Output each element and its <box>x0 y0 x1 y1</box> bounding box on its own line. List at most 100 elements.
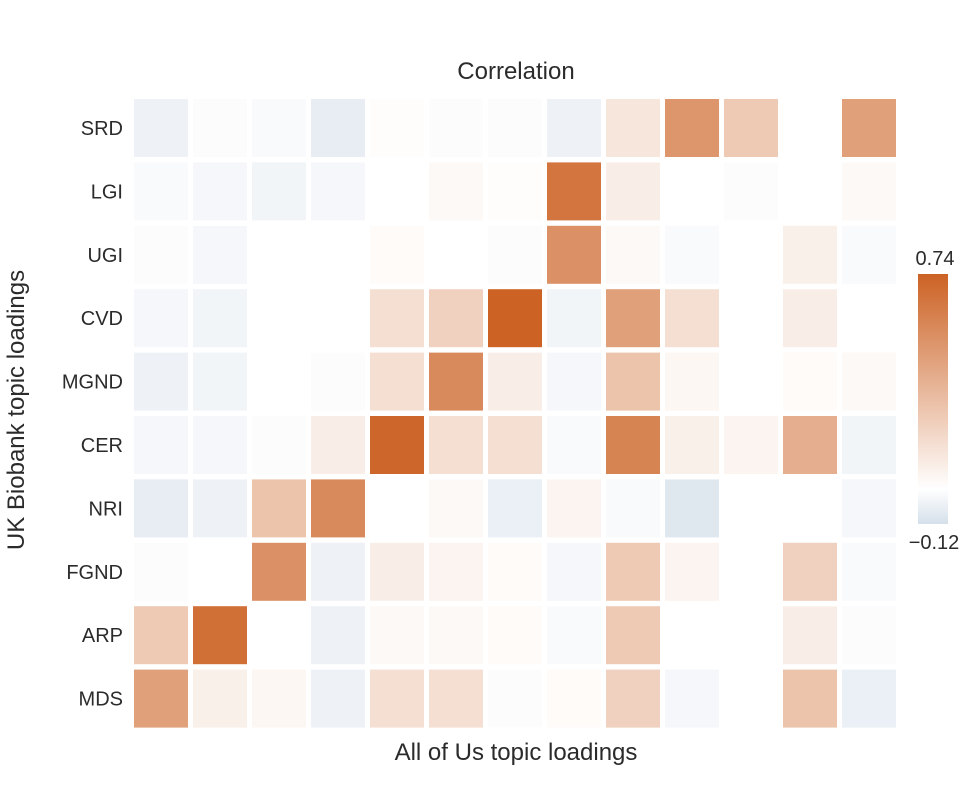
row-label-cer: CER <box>81 435 123 457</box>
heatmap-cell-mgnd-8 <box>547 352 601 411</box>
heatmap-cell-ugi-10 <box>665 225 719 284</box>
heatmap-cell-ugi-6 <box>429 225 483 284</box>
heatmap-cell-mds-5 <box>370 669 424 728</box>
heatmap-cell-srd-11 <box>724 99 778 157</box>
heatmap-cell-fgnd-12 <box>783 542 837 601</box>
heatmap-cell-mgnd-3 <box>252 352 306 411</box>
heatmap-cell-mgnd-2 <box>193 352 247 411</box>
heatmap-cell-srd-8 <box>547 99 601 157</box>
heatmap-cell-mds-9 <box>606 669 660 728</box>
heatmap-cell-mds-8 <box>547 669 601 728</box>
heatmap-cell-mds-13 <box>842 669 896 728</box>
heatmap-cell-mgnd-5 <box>370 352 424 411</box>
row-label-fgnd: FGND <box>66 562 123 584</box>
row-label-cvd: CVD <box>81 308 123 330</box>
heatmap-cell-arp-5 <box>370 606 424 665</box>
heatmap-cell-nri-13 <box>842 479 896 538</box>
heatmap-cells <box>134 99 896 728</box>
heatmap-cell-cer-9 <box>606 416 660 474</box>
heatmap-cell-mgnd-10 <box>665 352 719 411</box>
heatmap-cell-fgnd-5 <box>370 542 424 601</box>
heatmap-cell-nri-1 <box>134 479 188 538</box>
heatmap-cell-fgnd-3 <box>252 542 306 601</box>
colorbar-min-label: −0.12 <box>909 532 960 554</box>
heatmap-cell-cer-7 <box>488 416 542 474</box>
heatmap-cell-nri-12 <box>783 479 837 538</box>
heatmap-cell-arp-11 <box>724 606 778 665</box>
heatmap-cell-cer-1 <box>134 416 188 474</box>
heatmap-cell-nri-4 <box>311 479 365 538</box>
heatmap-cell-srd-4 <box>311 99 365 157</box>
heatmap-cell-cer-8 <box>547 416 601 474</box>
heatmap-cell-lgi-5 <box>370 162 424 221</box>
row-label-mgnd: MGND <box>62 372 123 394</box>
heatmap-cell-cer-2 <box>193 416 247 474</box>
heatmap-cell-mgnd-1 <box>134 352 188 411</box>
heatmap-cell-arp-4 <box>311 606 365 665</box>
heatmap-cell-srd-3 <box>252 99 306 157</box>
heatmap-cell-nri-8 <box>547 479 601 538</box>
heatmap-cell-lgi-3 <box>252 162 306 221</box>
heatmap-cell-cer-13 <box>842 416 896 474</box>
heatmap-cell-lgi-6 <box>429 162 483 221</box>
heatmap-cell-cvd-5 <box>370 289 424 348</box>
heatmap-cell-mgnd-6 <box>429 352 483 411</box>
heatmap-cell-fgnd-2 <box>193 542 247 601</box>
heatmap-cell-fgnd-1 <box>134 542 188 601</box>
heatmap-cell-srd-5 <box>370 99 424 157</box>
heatmap-cell-cvd-1 <box>134 289 188 348</box>
heatmap-cell-mgnd-4 <box>311 352 365 411</box>
heatmap-cell-ugi-2 <box>193 225 247 284</box>
heatmap-cell-ugi-12 <box>783 225 837 284</box>
row-label-srd: SRD <box>81 118 123 140</box>
heatmap-cell-ugi-7 <box>488 225 542 284</box>
heatmap-cell-nri-6 <box>429 479 483 538</box>
heatmap-cell-lgi-2 <box>193 162 247 221</box>
heatmap-cell-mds-4 <box>311 669 365 728</box>
heatmap-cell-nri-9 <box>606 479 660 538</box>
heatmap-cell-arp-13 <box>842 606 896 665</box>
heatmap-cell-cvd-6 <box>429 289 483 348</box>
heatmap-cell-cvd-7 <box>488 289 542 348</box>
heatmap-cell-mds-1 <box>134 669 188 728</box>
row-label-mds: MDS <box>79 689 123 711</box>
heatmap-cell-srd-10 <box>665 99 719 157</box>
heatmap-cell-cer-10 <box>665 416 719 474</box>
row-labels: SRD LGI UGI CVD MGND CER NRI FGND ARP MDS <box>62 118 123 711</box>
heatmap-cell-arp-8 <box>547 606 601 665</box>
heatmap-cell-lgi-1 <box>134 162 188 221</box>
heatmap-cell-cvd-11 <box>724 289 778 348</box>
heatmap-cell-cer-3 <box>252 416 306 474</box>
heatmap-cell-fgnd-9 <box>606 542 660 601</box>
heatmap-cell-mgnd-12 <box>783 352 837 411</box>
heatmap-cell-fgnd-4 <box>311 542 365 601</box>
heatmap-cell-cvd-4 <box>311 289 365 348</box>
heatmap-cell-cer-11 <box>724 416 778 474</box>
heatmap-cell-fgnd-7 <box>488 542 542 601</box>
heatmap-cell-lgi-4 <box>311 162 365 221</box>
heatmap-cell-mds-3 <box>252 669 306 728</box>
heatmap-cell-srd-7 <box>488 99 542 157</box>
row-label-ugi: UGI <box>87 245 123 267</box>
heatmap-cell-srd-1 <box>134 99 188 157</box>
heatmap-cell-nri-7 <box>488 479 542 538</box>
heatmap-cell-lgi-10 <box>665 162 719 221</box>
heatmap-cell-nri-11 <box>724 479 778 538</box>
colorbar-max-label: 0.74 <box>916 248 955 270</box>
chart-title: Correlation <box>457 58 574 85</box>
heatmap-cell-arp-6 <box>429 606 483 665</box>
heatmap-cell-ugi-8 <box>547 225 601 284</box>
heatmap-cell-cvd-3 <box>252 289 306 348</box>
heatmap-cell-mgnd-7 <box>488 352 542 411</box>
heatmap-cell-mds-12 <box>783 669 837 728</box>
heatmap-cell-mds-7 <box>488 669 542 728</box>
heatmap-cell-cer-5 <box>370 416 424 474</box>
heatmap-cell-cvd-10 <box>665 289 719 348</box>
heatmap-cell-ugi-13 <box>842 225 896 284</box>
heatmap-cell-nri-2 <box>193 479 247 538</box>
heatmap-cell-fgnd-8 <box>547 542 601 601</box>
heatmap-cell-ugi-3 <box>252 225 306 284</box>
row-label-nri: NRI <box>89 498 123 520</box>
heatmap-cell-ugi-9 <box>606 225 660 284</box>
